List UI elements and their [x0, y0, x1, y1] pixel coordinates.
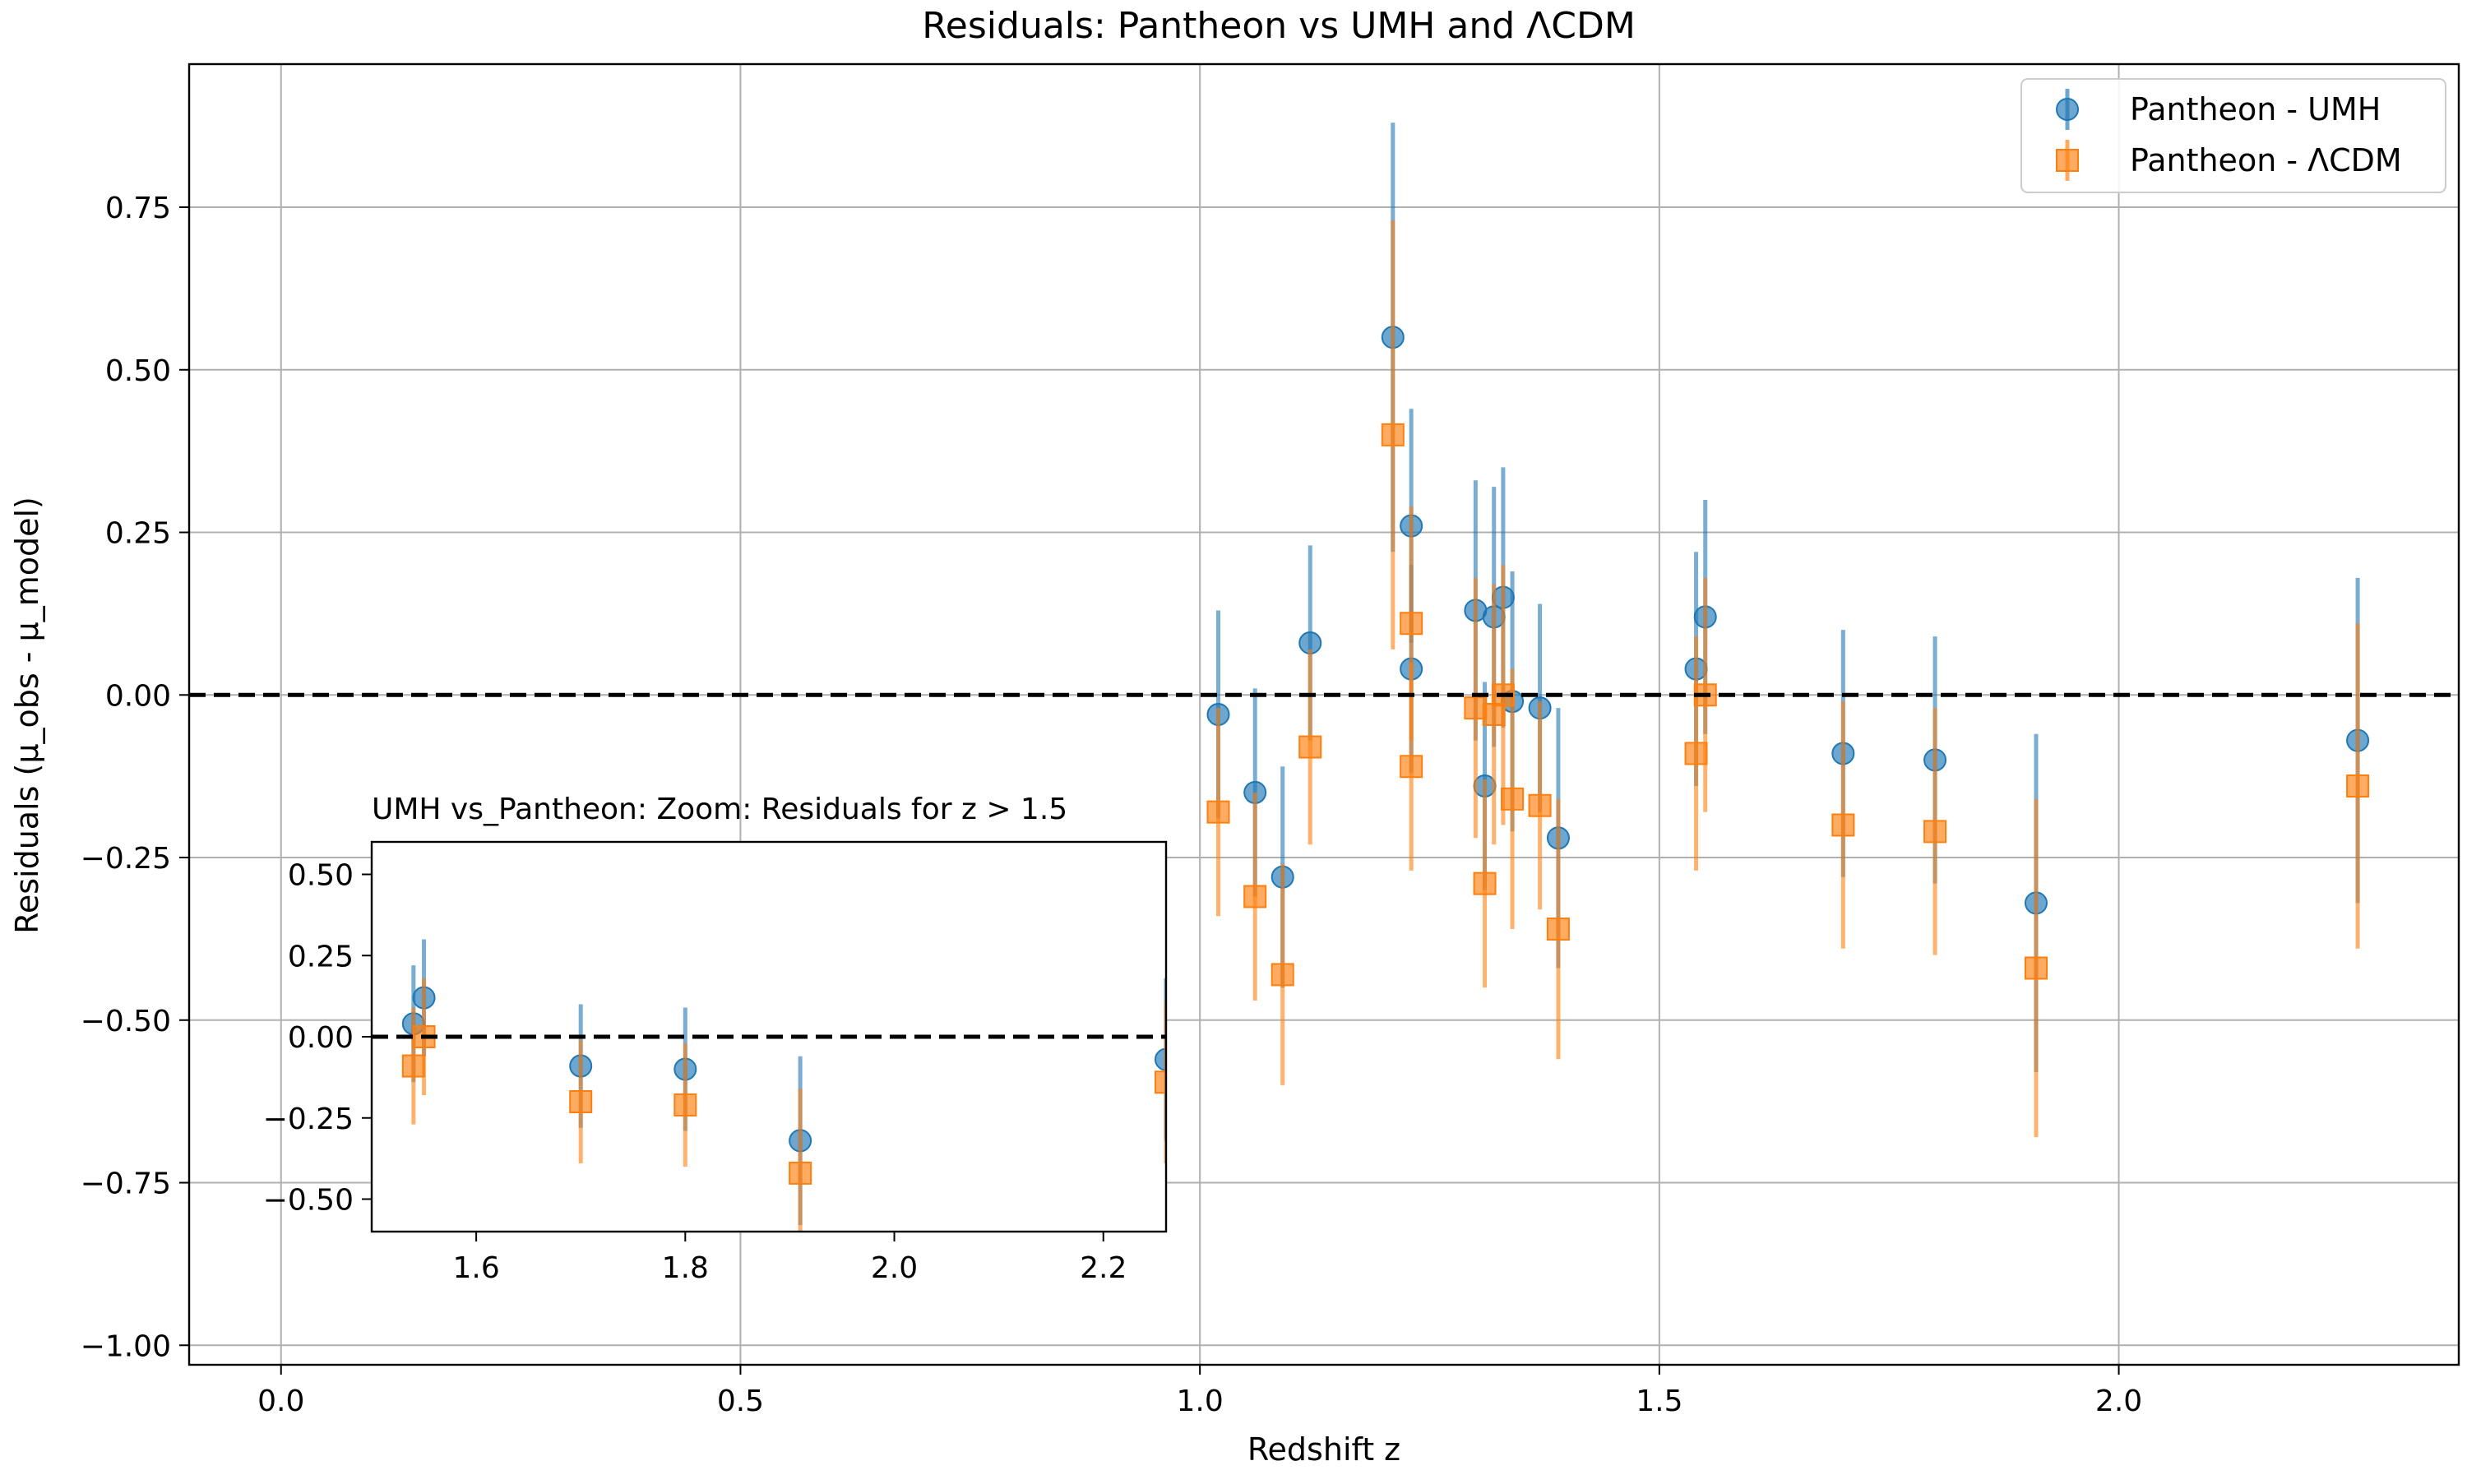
inset-title: UMH vs_Pantheon: Zoom: Residuals for z >… [372, 793, 1067, 826]
data-point-square [1206, 800, 1230, 824]
data-point-square [1546, 918, 1570, 941]
main-plot-area [189, 123, 2459, 1138]
x-tick-label: 2.0 [2095, 1385, 2142, 1418]
legend-label-umh: Pantheon - UMH [2130, 91, 2381, 127]
chart-title: Residuals: Pantheon vs UMH and ΛCDM [922, 5, 1636, 47]
x-tick-label: 0.5 [717, 1385, 764, 1418]
inset-y-tick-label: 0.00 [288, 1021, 354, 1055]
data-point-square [1298, 735, 1322, 759]
x-tick-label: 0.0 [257, 1385, 304, 1418]
legend-box [2020, 78, 2446, 193]
main-plot-frame [187, 62, 2460, 1366]
data-point-square [1400, 755, 1423, 779]
main-axis-ticks: 0.0 0.5 1.0 1.5 2.0 −1.00 −0.75 −0.50 −0.25 0.00 0… [81, 192, 2143, 1418]
inset-x-tick-label: 2.2 [1080, 1251, 1127, 1285]
y-tick-label: 0.25 [105, 517, 171, 551]
inset-x-tick-label: 1.8 [662, 1251, 709, 1285]
y-axis-title: Residuals (μ_obs - μ_model) [9, 497, 45, 934]
data-point-square [1381, 423, 1405, 446]
y-tick-label: −0.75 [81, 1167, 171, 1201]
y-tick-label: 0.00 [105, 679, 171, 713]
inset-y-tick-label: −0.25 [263, 1103, 354, 1136]
y-tick-label: −0.25 [81, 842, 171, 876]
y-tick-label: −1.00 [81, 1329, 171, 1363]
data-point-square [1155, 1070, 1166, 1094]
data-point-square [1923, 820, 1947, 844]
inset-y-tick-label: −0.50 [263, 1184, 354, 1218]
data-point-square [1528, 793, 1552, 817]
data-point-square [1501, 787, 1525, 811]
y-tick-label: 0.75 [105, 192, 171, 225]
y-tick-label: 0.50 [105, 354, 171, 388]
inset-x-tick-label: 1.6 [452, 1251, 499, 1285]
series-lcdm [1206, 220, 2370, 1138]
legend: Pantheon - UMH Pantheon - ΛCDM [2020, 78, 2446, 193]
legend-label-lcdm: Pantheon - ΛCDM [2130, 142, 2402, 178]
data-point-square [1271, 963, 1294, 987]
legend-marker-lcdm [2056, 140, 2079, 181]
data-point-square [1684, 742, 1708, 765]
inset-axis-ticks: 1.6 1.8 2.0 2.2 −0.50 −0.25 0.00 0.25 0.50 [263, 859, 1127, 1286]
inset-y-tick-label: 0.50 [288, 859, 354, 893]
inset-plot-area [372, 939, 1166, 1232]
data-point-square [789, 1161, 812, 1185]
data-point-square [1831, 813, 1855, 837]
series-lcdm [401, 978, 1166, 1232]
data-point-square [2024, 956, 2048, 980]
data-point-square [2346, 774, 2370, 798]
x-tick-label: 1.0 [1177, 1385, 1224, 1418]
data-point-square [1473, 871, 1497, 895]
data-point-square [1400, 612, 1423, 636]
legend-marker-umh [2056, 89, 2079, 130]
inset-x-tick-label: 2.0 [871, 1251, 918, 1285]
data-point-square [401, 1054, 425, 1078]
data-point-square [673, 1093, 697, 1116]
x-tick-label: 1.5 [1636, 1385, 1682, 1418]
inset-y-tick-label: 0.25 [288, 940, 354, 973]
data-point-square [1243, 885, 1267, 908]
y-tick-label: −0.50 [81, 1005, 171, 1038]
inset-zoom: UMH vs_Pantheon: Zoom: Residuals for z >… [263, 793, 1168, 1286]
data-point-square [569, 1090, 593, 1113]
data-point-circle [1155, 1047, 1166, 1071]
x-axis-title: Redshift z [1247, 1431, 1400, 1468]
